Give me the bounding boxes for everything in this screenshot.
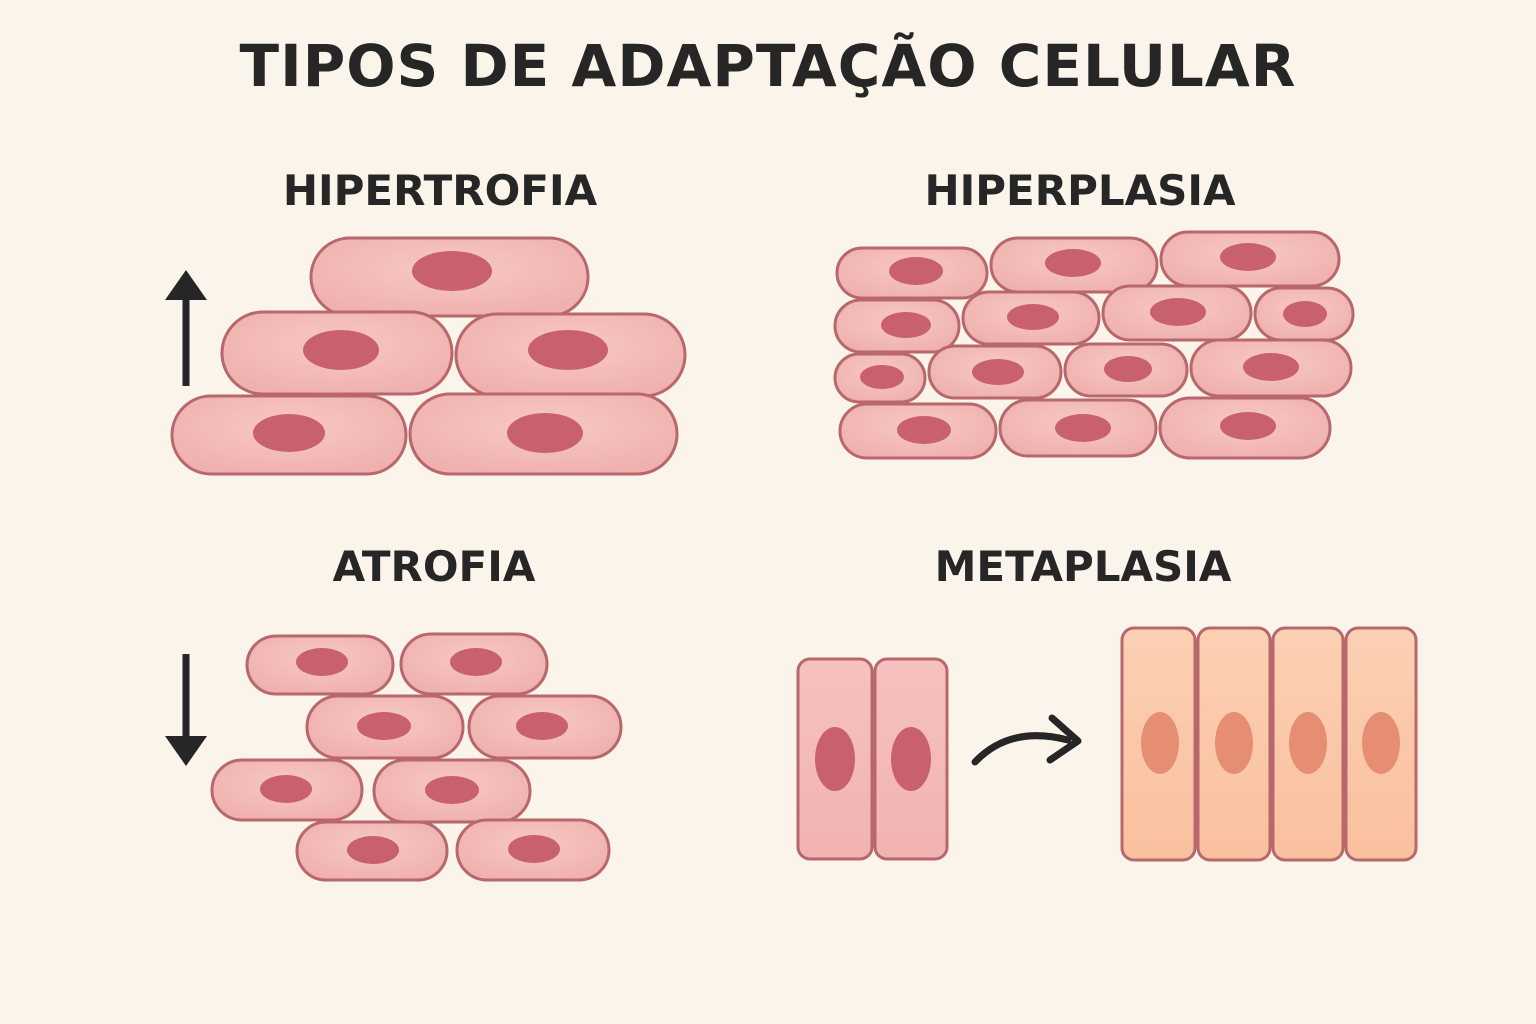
atrofia-cell xyxy=(372,758,532,824)
page-title: TIPOS DE ADAPTAÇÃO CELULAR xyxy=(239,32,1297,100)
atrofia-cell xyxy=(305,694,465,760)
hiperplasia-cell xyxy=(833,298,961,354)
atrofia-cell xyxy=(455,818,611,882)
metaplasia-columnar-cell xyxy=(1196,626,1272,862)
metaplasia-original-cell xyxy=(873,657,949,861)
atrofia-cell xyxy=(399,632,549,696)
arrow-up-icon xyxy=(165,270,207,386)
atrofia-cell xyxy=(467,694,623,760)
atrofia-cell xyxy=(295,820,449,882)
label-hipertrofia: HIPERTROFIA xyxy=(282,166,598,215)
hiperplasia-cell xyxy=(1063,342,1189,398)
hipertrofia-cell xyxy=(408,392,679,476)
atrofia-cell xyxy=(245,634,395,696)
hiperplasia-cell xyxy=(1189,338,1353,398)
hiperplasia-cell xyxy=(961,290,1101,346)
hiperplasia-cell xyxy=(835,246,989,300)
label-metaplasia: METAPLASIA xyxy=(934,542,1232,591)
metaplasia-original-cell xyxy=(796,657,874,861)
metaplasia-columnar-cell xyxy=(1344,626,1418,862)
curved-arrow-right-icon xyxy=(971,714,1082,766)
hipertrofia-group xyxy=(165,236,687,476)
hiperplasia-cell xyxy=(1158,396,1332,460)
atrofia-group xyxy=(165,632,623,882)
hiperplasia-cell xyxy=(927,344,1063,400)
hiperplasia-cell xyxy=(838,402,998,460)
hiperplasia-group xyxy=(833,230,1355,460)
hipertrofia-cell xyxy=(170,394,408,476)
metaplasia-group xyxy=(796,626,1418,862)
label-hiperplasia: HIPERPLASIA xyxy=(924,166,1236,215)
arrow-down-icon xyxy=(165,654,207,766)
hipertrofia-cell xyxy=(454,312,687,398)
label-atrofia: ATROFIA xyxy=(332,542,536,591)
metaplasia-columnar-cell xyxy=(1271,626,1345,862)
metaplasia-columnar-cell xyxy=(1120,626,1197,862)
hiperplasia-cell xyxy=(989,236,1159,294)
hiperplasia-cell xyxy=(1253,286,1355,342)
hiperplasia-cell xyxy=(998,398,1158,458)
hiperplasia-cell xyxy=(1159,230,1341,288)
hipertrofia-cell xyxy=(309,236,590,318)
hipertrofia-cell xyxy=(220,310,454,396)
atrofia-cell xyxy=(210,758,364,822)
hiperplasia-cell xyxy=(833,352,927,404)
hiperplasia-cell xyxy=(1101,284,1253,342)
